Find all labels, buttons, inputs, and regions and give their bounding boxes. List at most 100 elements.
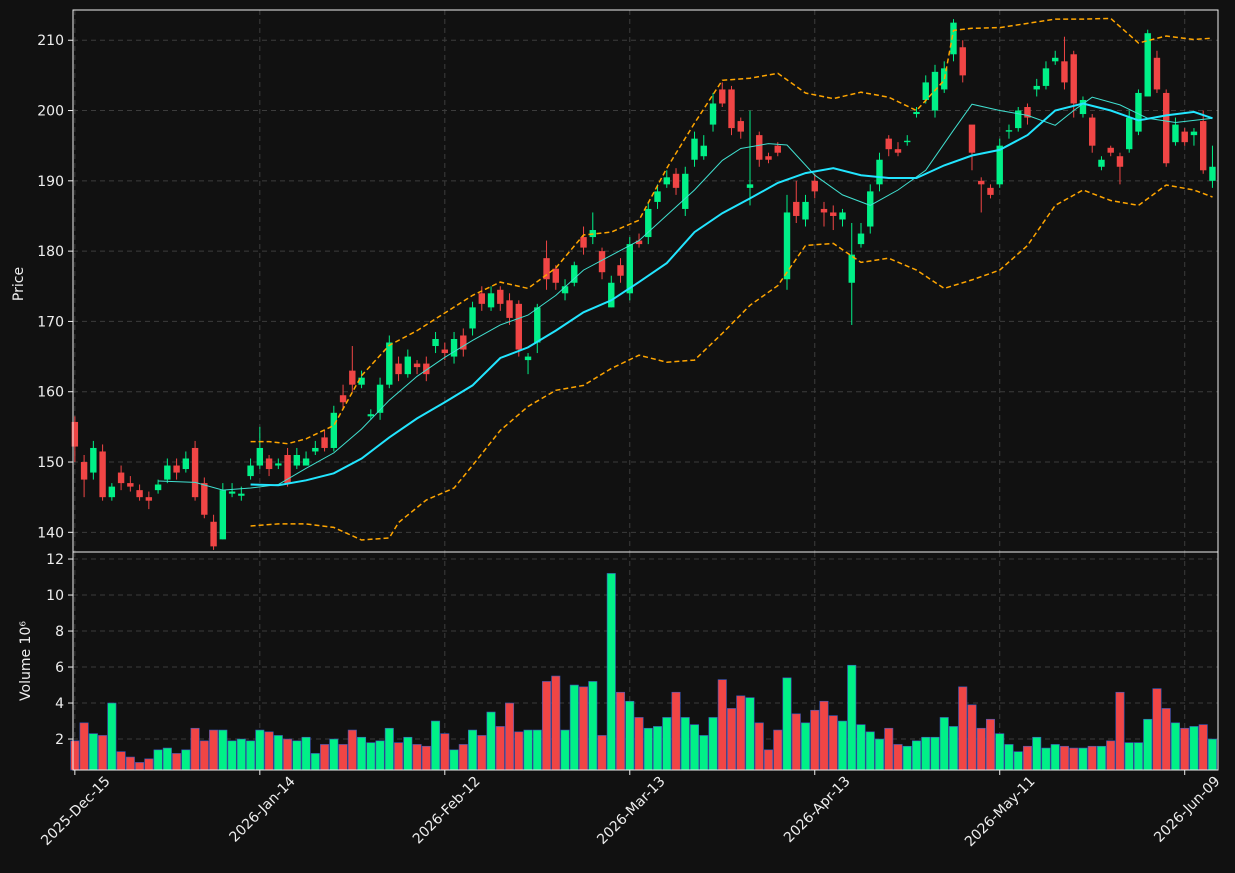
volume-bar — [930, 736, 940, 771]
candle-body — [561, 286, 569, 294]
candle-body — [108, 486, 116, 498]
candle-body — [201, 483, 208, 515]
volume-frame — [72, 551, 1219, 771]
candle-body — [1079, 99, 1087, 115]
candle-body — [857, 233, 865, 245]
candle-body — [154, 484, 162, 491]
volume-bar — [893, 744, 903, 771]
volume-tick-label: 2 — [55, 732, 64, 748]
volume-bar — [736, 695, 746, 771]
volume-bar — [514, 731, 524, 771]
volume-bar — [810, 709, 820, 771]
candle-body — [302, 458, 310, 466]
candle-body — [478, 293, 485, 304]
volume-bar — [283, 738, 293, 771]
volume-bar — [153, 749, 163, 771]
volume-bar — [1078, 747, 1088, 771]
candle-body — [1144, 33, 1151, 97]
volume-bar — [1207, 738, 1217, 771]
volume-bar — [1115, 691, 1125, 771]
candle-body — [746, 184, 754, 188]
volume-bar — [606, 573, 616, 771]
volume-bar — [616, 691, 626, 771]
candle-body — [635, 240, 643, 245]
y-tick-label: 160 — [37, 385, 64, 401]
candle-body — [608, 282, 615, 308]
volume-bar — [477, 735, 487, 771]
volume-bar — [421, 745, 431, 771]
volume-bar — [486, 711, 496, 771]
volume-bar — [190, 727, 200, 771]
volume-bar — [227, 740, 237, 771]
volume-bar — [948, 726, 958, 771]
candle-body — [395, 363, 402, 375]
volume-bar — [181, 749, 191, 771]
candle-body — [867, 191, 874, 227]
candle-body — [1015, 110, 1022, 129]
candle-body — [987, 187, 994, 195]
candle-body — [487, 293, 495, 308]
candle-body — [682, 173, 689, 209]
candle-body — [145, 497, 153, 501]
candle-body — [136, 490, 143, 498]
volume-axis-label: Volume 10⁶ — [18, 621, 34, 701]
volume-bar — [967, 704, 977, 771]
y-axis-label: Price — [11, 267, 27, 301]
volume-bar — [773, 729, 783, 771]
volume-bar — [523, 729, 533, 771]
candle-body — [1061, 61, 1068, 83]
candle-body — [312, 447, 319, 452]
marks-layer — [70, 17, 1217, 771]
candle-body — [839, 212, 846, 220]
candle-body — [691, 138, 698, 160]
volume-bar — [338, 744, 348, 771]
volume-tick-label: 6 — [55, 660, 64, 676]
candle-body — [894, 149, 902, 153]
y-tick-label: 200 — [37, 104, 64, 120]
volume-bar — [837, 720, 847, 771]
volume-bar — [394, 742, 404, 771]
band-line — [250, 184, 1213, 541]
volume-bar — [403, 736, 413, 771]
candle-body — [339, 395, 347, 403]
volume-bar — [745, 697, 755, 771]
volume-bar — [1032, 736, 1042, 771]
candle-body — [534, 307, 541, 343]
volume-bar — [236, 738, 246, 771]
volume-bar — [634, 717, 644, 771]
candle-body — [256, 447, 264, 466]
candle-body — [1181, 131, 1188, 143]
candle-body — [219, 490, 227, 540]
volume-bar — [384, 727, 394, 771]
candle-body — [811, 180, 818, 192]
candle-body — [1163, 92, 1170, 164]
volume-bar — [412, 744, 422, 771]
volume-bar — [856, 724, 866, 771]
volume-bar — [172, 753, 182, 771]
volume-bar — [1170, 722, 1180, 771]
volume-bar — [1143, 718, 1153, 771]
candle-body — [904, 140, 911, 143]
candle-body — [228, 491, 236, 494]
candle-body — [885, 138, 892, 150]
candle-body — [71, 421, 79, 447]
volume-bar — [292, 740, 302, 771]
candle-body — [367, 414, 375, 417]
volume-bar — [939, 717, 949, 771]
candle-body — [349, 370, 356, 385]
volume-bar — [579, 686, 589, 771]
volume-bar — [865, 731, 875, 771]
candle-body — [793, 201, 800, 216]
moving-average-line — [250, 102, 1213, 487]
volume-bar — [310, 753, 320, 771]
volume-bar — [995, 733, 1005, 771]
volume-bar — [98, 735, 108, 771]
candle-body — [182, 458, 190, 470]
volume-bar — [255, 729, 265, 771]
candle-body — [284, 454, 291, 484]
volume-bar — [468, 729, 478, 771]
volume-bar — [588, 681, 598, 771]
volume-bar — [921, 736, 931, 771]
volume-bar — [653, 726, 663, 771]
candle-body — [99, 451, 106, 498]
